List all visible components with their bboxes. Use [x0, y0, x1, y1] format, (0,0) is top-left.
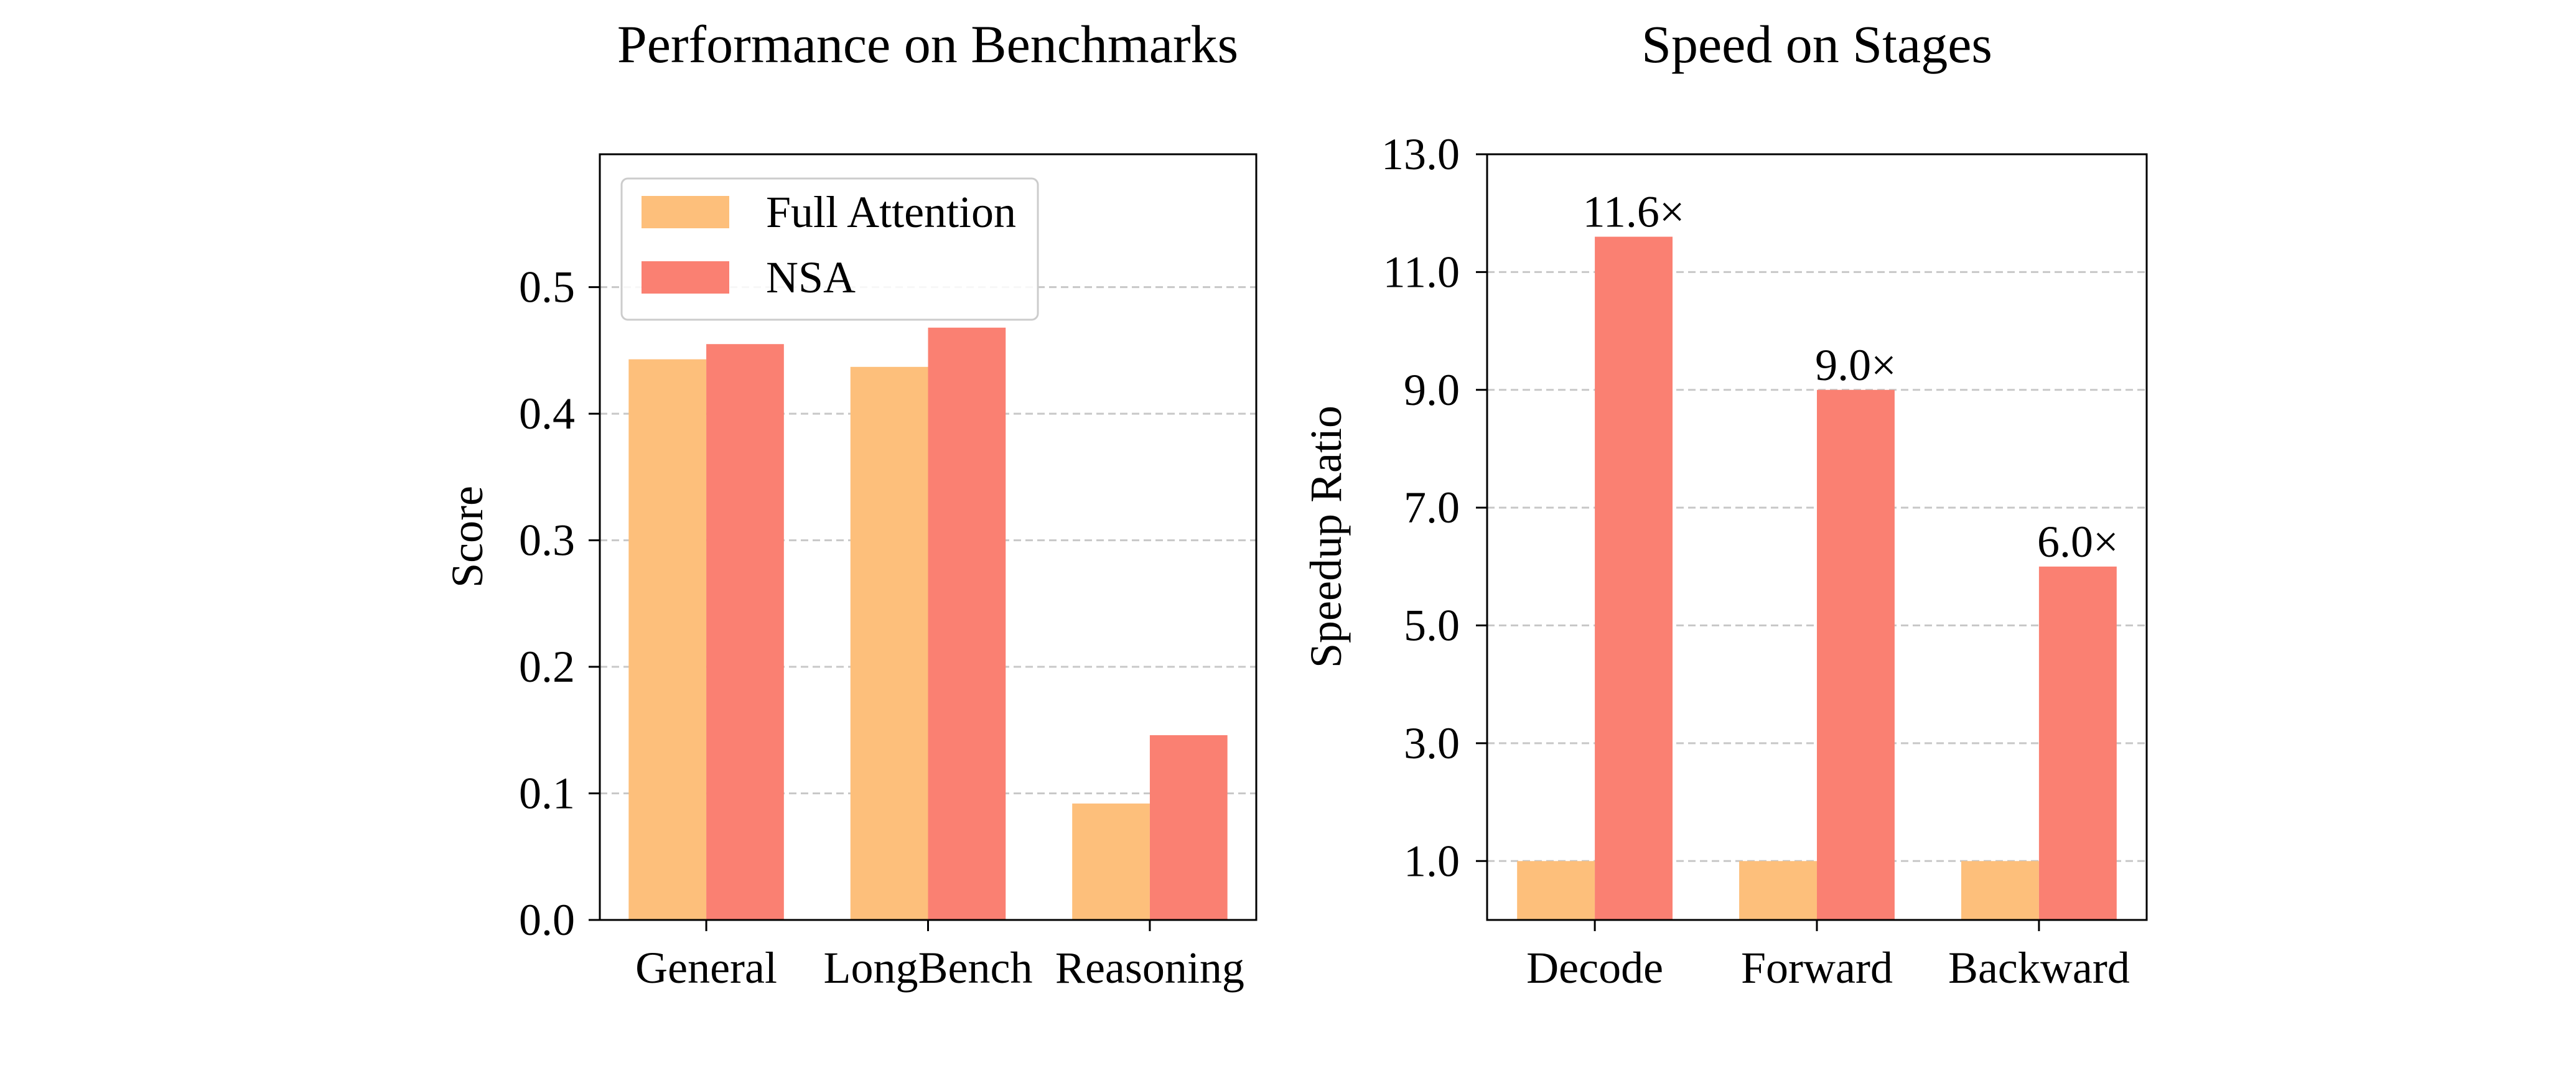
bar-nsa-decode: [1595, 236, 1673, 921]
x-tick-label-forward: Forward: [1741, 943, 1893, 993]
bar-nsa-general: [706, 344, 784, 920]
plot-frame: [1486, 153, 2148, 921]
bar-full-attention-backward: [1961, 861, 2039, 920]
benchmark-performance-chart: Performance on Benchmarks Score 0.00.10.…: [442, 14, 1258, 993]
axis-ticks: 0.0 0.1 0.2 0.3 0.4 0.5 General LongBench Reason…: [519, 262, 1244, 993]
bar-nsa-reasoning: [1149, 735, 1228, 920]
legend-label-full-attention: Full Attention: [766, 187, 1016, 237]
chart-title: Speed on Stages: [1641, 14, 1992, 74]
bars: [628, 327, 1228, 920]
x-tick-label-reasoning: Reasoning: [1055, 943, 1244, 993]
bar-full-attention-general: [628, 359, 707, 920]
y-tick-label-0-0: 0.0: [519, 895, 575, 945]
chart-title: Performance on Benchmarks: [617, 14, 1238, 74]
stage-speed-chart: Speed on Stages Speedup Ratio 11.6× 9.0× 6…: [1301, 14, 2148, 993]
bar-label-backward: 6.0×: [2037, 517, 2119, 567]
bar-full-attention-reasoning: [1072, 803, 1150, 920]
y-tick-label-0-5: 0.5: [519, 262, 575, 312]
bar-label-decode: 11.6×: [1583, 187, 1685, 237]
x-tick-label-longbench: LongBench: [824, 943, 1033, 993]
y-tick-label-13-0: 13.0: [1381, 129, 1460, 179]
bar-nsa-longbench: [928, 327, 1006, 920]
y-tick-label-5-0: 5.0: [1404, 601, 1460, 651]
x-tick-label-backward: Backward: [1948, 943, 2130, 993]
y-tick-label-0-4: 0.4: [519, 389, 575, 439]
legend-swatch-nsa: [642, 261, 729, 294]
bar-full-attention-decode: [1517, 861, 1595, 920]
y-tick-label-0-3: 0.3: [519, 516, 575, 565]
bar-nsa-forward: [1817, 389, 1895, 920]
legend-label-nsa: NSA: [766, 253, 856, 302]
y-tick-label-0-2: 0.2: [519, 642, 575, 692]
x-tick-label-decode: Decode: [1526, 943, 1663, 993]
axis-ticks: 1.0 3.0 5.0 7.0 9.0 11.0 13.0 Decode Forward Back…: [1381, 129, 2130, 993]
bar-nsa-backward: [2038, 566, 2117, 920]
plot-frame: [599, 153, 1258, 921]
y-tick-label-7-0: 7.0: [1404, 483, 1460, 532]
legend: Full Attention NSA: [620, 177, 1039, 321]
y-tick-label-3-0: 3.0: [1404, 718, 1460, 768]
x-tick-label-general: General: [635, 943, 777, 993]
bar-full-attention-longbench: [850, 366, 928, 920]
y-axis-label: Speedup Ratio: [1301, 406, 1351, 668]
y-axis-label: Score: [442, 486, 492, 588]
y-tick-label-1-0: 1.0: [1404, 836, 1460, 886]
bar-labels: 11.6× 9.0× 6.0×: [1583, 187, 2119, 567]
bar-full-attention-forward: [1739, 861, 1817, 920]
y-tick-label-0-1: 0.1: [519, 769, 575, 819]
y-tick-label-9-0: 9.0: [1404, 365, 1460, 415]
bars: [1517, 236, 2117, 921]
bar-label-forward: 9.0×: [1815, 340, 1897, 390]
legend-swatch-full-attention: [642, 196, 729, 228]
y-tick-label-11-0: 11.0: [1383, 247, 1460, 297]
